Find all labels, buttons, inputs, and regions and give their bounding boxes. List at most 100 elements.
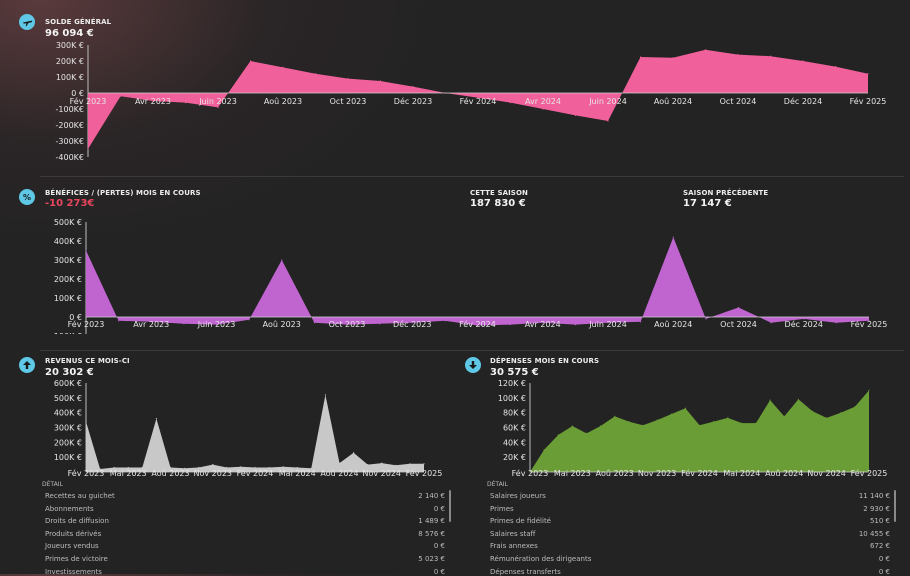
balance-point — [672, 57, 674, 59]
detail-row: Droits de diffusion 1 489 € — [45, 517, 445, 525]
expenses-xtick: Mai 2024 — [723, 469, 760, 478]
revenue-xtick: Nov 2024 — [362, 469, 401, 478]
revenue-point — [423, 463, 425, 465]
balance-ytick: 200K € — [56, 57, 84, 66]
prev-season-label: SAISON PRÉCÉDENTE — [683, 189, 769, 197]
detail-label: Primes — [490, 504, 514, 513]
profit-chart: 500K € 400K € 300K € 200K € 100K € 0 € -100K €… — [51, 218, 887, 334]
detail-row: Salaires joueurs 11 140 € — [490, 492, 890, 500]
profit-value: -10 273€ — [45, 198, 95, 209]
balance-xtick: Fév 2024 — [460, 96, 497, 106]
revenue-xtick: Aoû 2024 — [320, 469, 358, 478]
revenue-ytick: 500K € — [54, 394, 82, 403]
section-divider — [40, 176, 904, 177]
balance-area — [88, 49, 868, 149]
expenses-xtick: Aoû 2023 — [596, 469, 634, 478]
profit-point — [672, 236, 674, 238]
revenue-point — [85, 421, 87, 423]
profit-point — [379, 323, 381, 325]
expenses-point — [811, 410, 814, 412]
revenue-point — [409, 463, 411, 465]
profit-xtick: Fév 2024 — [459, 319, 496, 329]
revenue-point — [353, 452, 355, 454]
balance-point — [607, 120, 609, 122]
balance-label: SOLDE GÉNÉRAL — [45, 18, 112, 26]
detail-value: 2 930 € — [863, 504, 890, 513]
detail-value: 1 489 € — [418, 517, 445, 526]
profit-ytick: 500K € — [54, 218, 82, 227]
profit-point — [313, 322, 315, 324]
expenses-point — [684, 407, 686, 409]
balance-point — [217, 106, 219, 108]
revenue-xtick: Mai 2024 — [279, 469, 316, 478]
profit-ytick: 200K € — [54, 275, 82, 284]
expenses-area — [530, 390, 869, 472]
balance-chart: 300K € 200K € 100K € 0 € -100K€ -200K€ -300K€ -… — [56, 41, 887, 162]
balance-xtick: Juin 2023 — [198, 97, 237, 106]
detail-label: Primes de victoire — [45, 555, 108, 563]
detail-label: Rémunération des dirigeants — [490, 555, 592, 563]
expenses-point — [543, 449, 545, 451]
balance-point — [184, 102, 187, 104]
profit-ytick: 100K € — [54, 294, 82, 303]
expenses-point — [698, 424, 701, 426]
detail-row: Produits dérivés 8 576 € — [45, 530, 445, 538]
detail-value: 0 € — [878, 555, 890, 563]
balance-point — [737, 54, 739, 56]
balance-ytick: 300K € — [56, 41, 84, 50]
profit-xtick: Déc 2024 — [785, 319, 823, 329]
expenses-point — [727, 417, 729, 419]
revenue-scrollbar[interactable] — [449, 490, 451, 522]
balance-ytick: -200K€ — [56, 121, 85, 130]
profit-point — [640, 321, 642, 323]
revenue-point — [155, 418, 157, 420]
detail-label: Investissements — [45, 567, 102, 576]
balance-xtick: Aoû 2024 — [654, 97, 692, 106]
revenue-xtick: Fév 2023 — [68, 468, 105, 478]
expenses-xtick: Fév 2023 — [512, 468, 549, 478]
expenses-xtick: Nov 2023 — [638, 469, 677, 478]
revenue-ytick: 300K € — [54, 424, 82, 433]
profit-point — [803, 318, 805, 320]
revenue-chart: 600K € 500K € 400K € 300K € 200K € 100K € Fév … — [54, 379, 443, 478]
expenses-point — [840, 412, 842, 414]
revenue-point — [240, 466, 242, 468]
expenses-ytick: 20K € — [503, 453, 526, 462]
profit-xtick: Juin 2023 — [197, 320, 236, 329]
profit-point — [118, 320, 120, 322]
profit-xtick: Fév 2023 — [68, 319, 105, 329]
revenue-ytick: 100K € — [54, 453, 82, 462]
prev-season-value: 17 147 € — [683, 198, 732, 209]
profit-point — [183, 323, 185, 325]
expenses-point — [600, 425, 602, 427]
balance-point — [412, 86, 414, 88]
profit-xtick: Avr 2023 — [133, 320, 169, 329]
expenses-detail-title: DÉTAIL — [487, 481, 508, 488]
expenses-point — [670, 413, 672, 415]
profit-xtick: Avr 2024 — [525, 320, 561, 329]
revenue-point — [184, 467, 186, 469]
revenue-ytick: 200K € — [54, 438, 82, 447]
profit-ytick: 400K € — [54, 237, 82, 246]
profit-point — [835, 322, 838, 324]
detail-row: Primes 2 930 € — [490, 505, 890, 513]
expenses-scrollbar[interactable] — [894, 490, 896, 522]
revenue-point — [141, 466, 143, 469]
revenue-point — [367, 464, 369, 466]
balance-xtick: Déc 2024 — [784, 96, 822, 106]
detail-label: Dépenses transferts — [490, 567, 561, 576]
expenses-point — [854, 406, 856, 408]
detail-row: Frais annexes 672 € — [490, 542, 890, 550]
season-value: 187 830 € — [470, 198, 526, 209]
balance-point — [769, 55, 772, 57]
expenses-point — [769, 399, 771, 401]
profit-ytick: 0 € — [69, 313, 82, 322]
profit-label: BÉNÉFICES / (PERTES) MOIS EN COURS — [45, 189, 201, 197]
profit-point — [248, 319, 250, 321]
revenue-area — [86, 394, 424, 472]
revenue-xtick: Fév 2024 — [237, 468, 274, 478]
balance-point — [704, 49, 707, 51]
revenue-ytick: 400K € — [54, 409, 82, 418]
detail-row: Primes de fidélité 510 € — [490, 517, 890, 525]
profit-xtick: Oct 2024 — [720, 320, 757, 329]
